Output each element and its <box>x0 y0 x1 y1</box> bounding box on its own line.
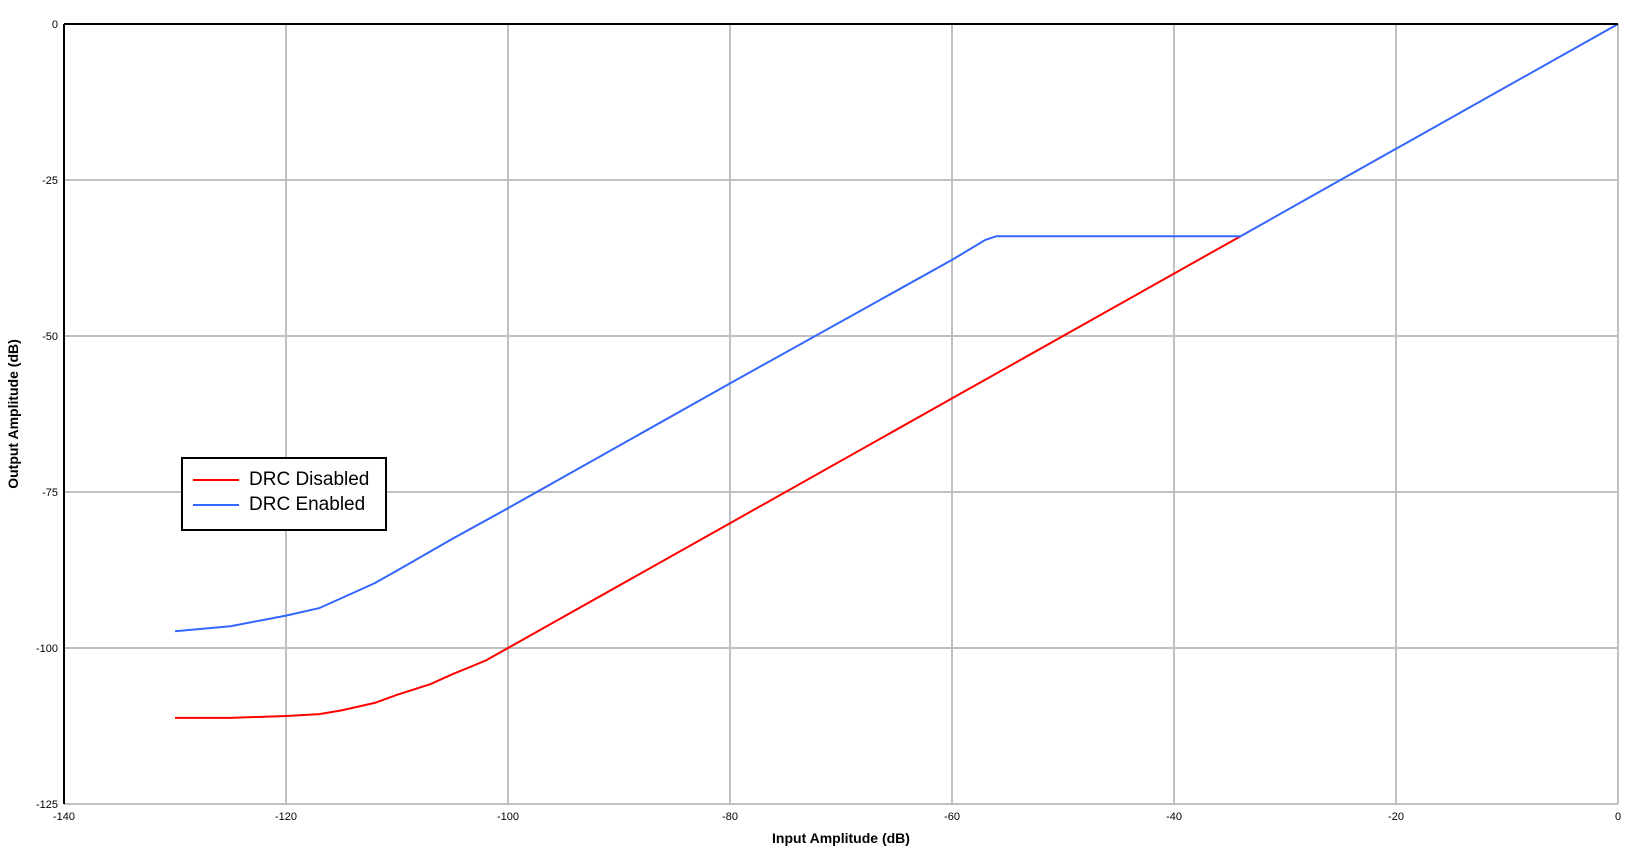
x-tick-label: -40 <box>1166 811 1182 823</box>
x-tick-label: 0 <box>1615 811 1621 823</box>
y-tick-label: 0 <box>52 19 58 31</box>
series-lines <box>174 23 1619 719</box>
legend-swatch <box>193 504 239 506</box>
x-axis-label: Input Amplitude (dB) <box>772 830 910 846</box>
x-tick-label: -120 <box>275 811 297 823</box>
x-tick-label: -80 <box>722 811 738 823</box>
gridlines <box>63 23 1619 805</box>
y-tick-label: -100 <box>36 643 58 655</box>
y-tick-label: -50 <box>42 331 58 343</box>
legend-item-drc-disabled: DRC Disabled <box>193 469 369 491</box>
y-tick-label: -25 <box>42 175 58 187</box>
series-line-drc-disabled <box>175 235 1242 719</box>
x-tick-label: -140 <box>53 811 75 823</box>
axes-frame <box>63 23 1618 804</box>
x-tick-label: -20 <box>1388 811 1404 823</box>
legend-label: DRC Enabled <box>249 494 366 515</box>
legend-label: DRC Disabled <box>249 469 370 490</box>
legend-swatch <box>193 479 239 481</box>
legend: DRC Disabled DRC Enabled <box>181 457 387 531</box>
x-tick-label: -100 <box>497 811 519 823</box>
y-tick-label: -125 <box>36 799 58 811</box>
x-tick-label: -60 <box>944 811 960 823</box>
series-line-drc-enabled <box>174 23 1619 633</box>
y-tick-label: -75 <box>42 487 58 499</box>
tick-labels: -140 -120 -100 -80 -60 -40 -20 0 0 -25 -50 -75 -100 -… <box>36 19 1621 823</box>
y-axis-label: Output Amplitude (dB) <box>5 339 21 489</box>
legend-item-drc-enabled: DRC Enabled <box>193 494 365 516</box>
